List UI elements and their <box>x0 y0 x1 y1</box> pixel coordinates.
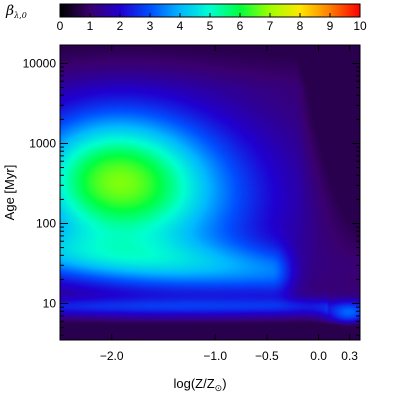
x-tick-label: 0.3 <box>341 349 358 363</box>
plot-frame <box>59 44 361 341</box>
x-axis-title-end: ) <box>222 376 226 391</box>
colorbar-tick-label: 2 <box>117 19 124 33</box>
heatmap-plot: −2.0 −1.0 −0.5 0.0 0.3 10 100 1000 10000 log(Z/… <box>2 44 361 393</box>
x-tick-label: 0.0 <box>310 349 327 363</box>
colorbar-title-subscript: λ,0 <box>13 11 27 20</box>
colorbar: βλ,0 0 1 2 3 4 5 6 7 8 9 10 <box>5 3 367 33</box>
heatmap-image <box>60 45 360 340</box>
colorbar-tick-label: 1 <box>87 19 94 33</box>
x-axis-title: log(Z/Z⊙) <box>173 376 226 393</box>
colorbar-tick-label: 7 <box>267 19 274 33</box>
colorbar-ticks: 0 1 2 3 4 5 6 7 8 9 10 <box>57 13 367 33</box>
x-axis-title-subscript: ⊙ <box>215 383 223 393</box>
colorbar-tick-label: 0 <box>57 19 64 33</box>
x-axis-ticks: −2.0 −1.0 −0.5 0.0 0.3 <box>100 45 358 363</box>
colorbar-title: βλ,0 <box>5 3 27 20</box>
colorbar-tick-label: 6 <box>237 19 244 33</box>
y-tick-label: 10000 <box>23 56 57 70</box>
x-tick-label: −2.0 <box>100 349 124 363</box>
colorbar-tick-label: 3 <box>147 19 154 33</box>
y-tick-label: 1000 <box>29 136 56 150</box>
y-tick-label: 100 <box>36 216 56 230</box>
colorbar-tick-label: 10 <box>353 19 367 33</box>
colorbar-tick-label: 9 <box>327 19 334 33</box>
y-tick-label: 10 <box>43 297 57 311</box>
colorbar-tick-label: 5 <box>207 19 214 33</box>
x-tick-label: −0.5 <box>255 349 279 363</box>
y-axis-ticks: 10 100 1000 10000 <box>23 56 360 336</box>
colorbar-tick-label: 8 <box>297 19 304 33</box>
x-tick-label: −1.0 <box>203 349 227 363</box>
colorbar-tick-label: 4 <box>177 19 184 33</box>
colorbar-gradient <box>60 4 360 17</box>
y-axis-title: Age [Myr] <box>2 165 17 221</box>
